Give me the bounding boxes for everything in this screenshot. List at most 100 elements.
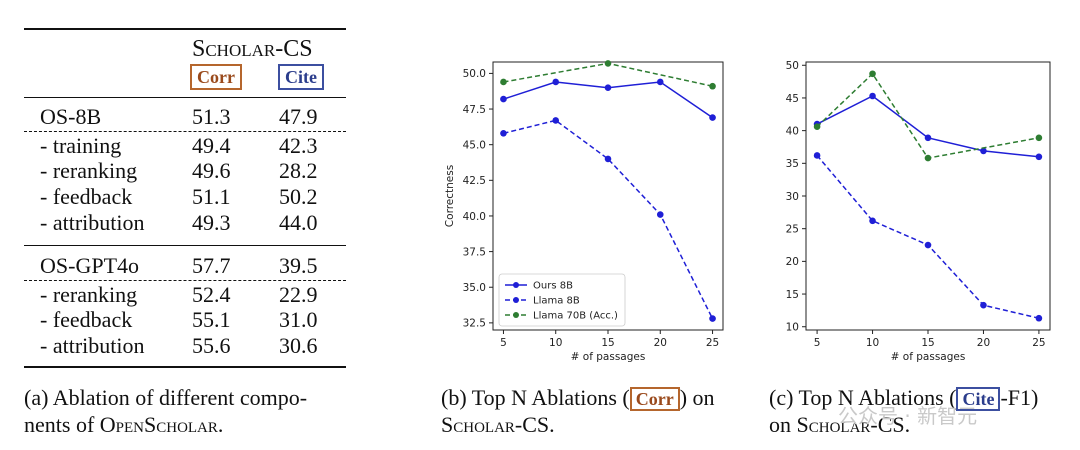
y-tick-label: 45 <box>786 93 799 105</box>
caption-a-line1: (a) Ablation of different compo- <box>24 385 308 410</box>
legend-marker <box>513 282 519 288</box>
table-row-cite: 30.6 <box>279 333 318 358</box>
series-line-1 <box>816 155 1040 319</box>
y-tick-label: 50.0 <box>463 68 486 80</box>
caption-a-prefix: nents of <box>24 412 100 437</box>
y-tick-label: 42.5 <box>463 175 486 187</box>
data-point <box>980 147 987 155</box>
caption-b-end: . <box>549 412 555 437</box>
table-group-dash <box>24 280 346 281</box>
y-tick-label: 50 <box>786 60 799 72</box>
legend-marker <box>513 297 519 303</box>
data-point <box>604 155 612 163</box>
table-model-name: OS-GPT4o <box>40 253 140 278</box>
y-axis-label: Correctness <box>444 165 456 227</box>
y-tick-label: 25 <box>786 223 799 235</box>
y-tick-label: 37.5 <box>463 246 486 258</box>
x-tick-label: 25 <box>1032 337 1045 349</box>
caption-c-line1: (c) Top N Ablations (Cite -F1) <box>769 384 1038 411</box>
data-point <box>552 78 560 86</box>
table-row-cite: 50.2 <box>279 184 318 209</box>
table-row-corr: 49.4 <box>192 133 231 158</box>
caption-c-line2: on Scholar-CS. <box>769 411 910 438</box>
table-row-cite: 28.2 <box>279 158 318 183</box>
caption-b-suffix: ) on <box>679 385 715 410</box>
x-tick-label: 25 <box>706 337 719 349</box>
data-point <box>500 129 507 137</box>
caption-b-prefix: (b) Top N Ablations ( <box>441 385 630 410</box>
x-tick-label: 5 <box>814 337 821 349</box>
table-top-rule <box>24 28 346 30</box>
data-point <box>552 117 560 124</box>
x-tick-label: 15 <box>921 337 934 349</box>
table-row-label: - reranking <box>40 158 138 183</box>
table-row-label: - attribution <box>40 210 145 235</box>
data-point <box>869 70 876 78</box>
table-row-corr: 49.3 <box>192 210 231 235</box>
table-row-cite: 42.3 <box>279 133 318 158</box>
series-line-2 <box>503 62 713 87</box>
caption-c-suffix: -F1) <box>1000 385 1039 410</box>
y-tick-label: 35 <box>786 158 799 170</box>
table-mid-rule <box>24 245 346 246</box>
cite-badge: Cite <box>278 64 324 90</box>
data-point <box>1035 134 1043 142</box>
x-tick-label: 20 <box>977 337 990 349</box>
x-axis-label: # of passages <box>571 351 646 363</box>
y-tick-label: 30 <box>786 191 799 203</box>
series-line-0 <box>816 95 1039 158</box>
data-point <box>604 60 612 67</box>
legend-box <box>498 273 626 327</box>
legend-label: Llama 70B (Acc.) <box>533 311 618 322</box>
caption-b-line2: Scholar-CS. <box>441 411 555 438</box>
chart-citation-f1: 5 10 15 20 25 10 15 20 25 30 35 40 45 50 # of passages… <box>786 60 1051 363</box>
y-tick-label: 15 <box>786 289 799 301</box>
data-point <box>1035 153 1043 161</box>
data-point <box>656 78 664 86</box>
table-model-cite: 47.9 <box>279 104 318 129</box>
table-model-name: OS-8B <box>40 104 102 129</box>
caption-b-corr-badge: Corr <box>629 387 680 411</box>
y-tick-label: 40 <box>786 125 799 137</box>
data-point <box>500 95 507 103</box>
table-row-cite: 44.0 <box>279 210 318 235</box>
legend-marker <box>513 312 519 318</box>
series-line-2 <box>816 72 1040 159</box>
watermark: 公众号 · 新智元 <box>838 404 978 428</box>
table-row-corr: 49.6 <box>192 158 231 183</box>
y-tick-label: 45.0 <box>463 139 486 151</box>
table-row-label: - feedback <box>40 184 133 209</box>
table-header-rule <box>24 97 346 98</box>
legend-label: Llama 8B <box>533 296 580 307</box>
table-row-label: - feedback <box>40 307 133 332</box>
data-point <box>500 78 507 86</box>
x-tick-label: 10 <box>866 337 879 349</box>
x-tick-label: 20 <box>654 337 667 349</box>
caption-a-system-name: OpenScholar <box>99 412 218 437</box>
chart-correctness: 5 10 15 20 25 32.5 35.0 37.5 40.0 42.5 45.0 47.5 50.… <box>444 60 724 363</box>
y-tick-label: 35.0 <box>463 282 486 294</box>
caption-a-suffix: . <box>217 412 224 437</box>
table-row-label: - training <box>40 133 122 158</box>
data-point <box>813 123 821 131</box>
caption-c-dataset: Scholar-CS <box>796 412 905 437</box>
legend-label: Ours 8B <box>533 281 573 292</box>
y-tick-label: 47.5 <box>463 104 486 116</box>
table-row-label: - reranking <box>40 282 138 307</box>
table-dataset-header: Scholar-CS <box>192 36 313 62</box>
data-point <box>924 134 932 142</box>
caption-c-on: on <box>769 412 797 437</box>
x-axis-label: # of passages <box>891 351 966 363</box>
y-tick-label: 32.5 <box>463 318 486 330</box>
table-row-cite: 22.9 <box>279 282 318 307</box>
x-tick-label: 15 <box>601 337 614 349</box>
data-point <box>924 241 932 249</box>
y-tick-label: 20 <box>786 256 799 268</box>
caption-c-cite-badge: Cite <box>956 387 1001 411</box>
caption-b-line1: (b) Top N Ablations (Corr) on <box>441 384 715 411</box>
data-point <box>709 82 716 90</box>
table-bottom-rule <box>24 366 346 368</box>
table-row-corr: 52.4 <box>192 282 231 307</box>
table-row-corr: 55.6 <box>192 333 231 358</box>
data-point <box>604 84 612 91</box>
